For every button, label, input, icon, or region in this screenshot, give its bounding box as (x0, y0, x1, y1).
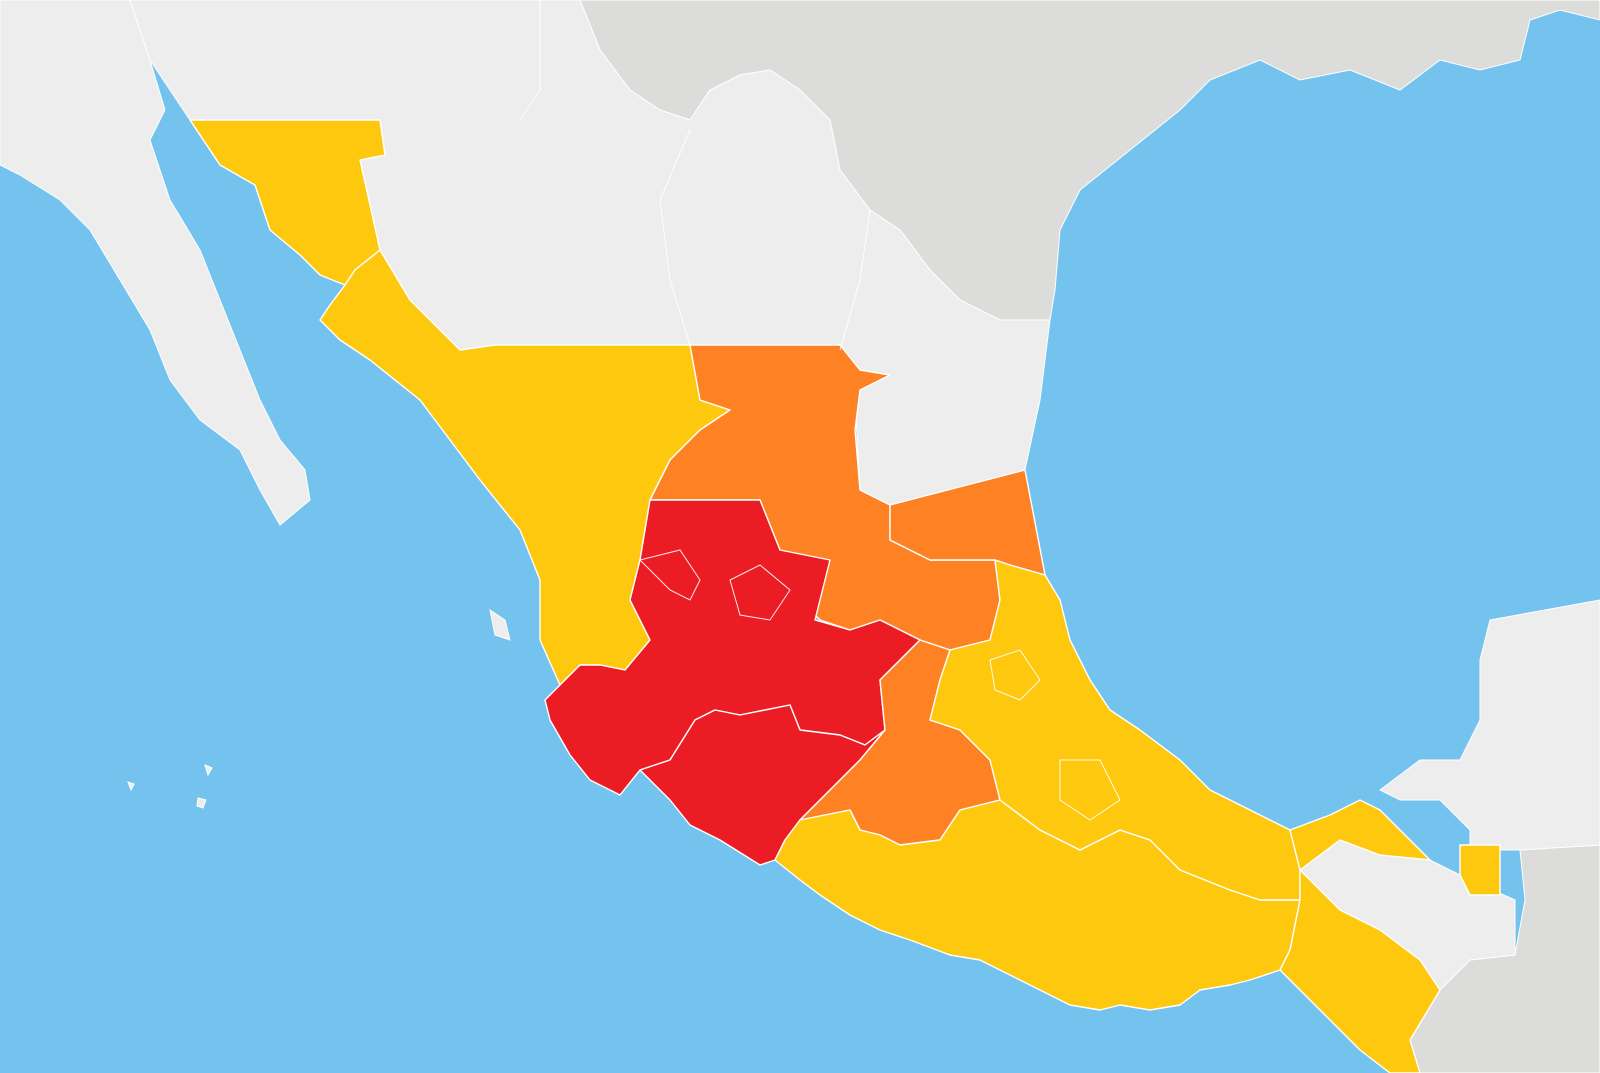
state-boundary-5 (519, 0, 541, 121)
state-boundary-6 (659, 129, 691, 346)
state-boundary-1 (639, 549, 701, 601)
island-socorro (196, 797, 207, 809)
state-boundary-2 (729, 564, 791, 621)
region-campeche-east[interactable] (1459, 844, 1501, 896)
baja-california (0, 0, 311, 526)
island-tres-marias (489, 608, 511, 641)
island-clarion (127, 781, 135, 792)
state-boundary-3 (989, 649, 1041, 701)
region-veracruz-puebla[interactable] (929, 559, 1301, 901)
state-boundary-7 (839, 209, 871, 351)
state-boundary-4 (1059, 759, 1121, 821)
yucatan-peninsula (1379, 599, 1600, 851)
island-revillagigedo (204, 764, 213, 777)
region-chiapas-tabasco[interactable] (1279, 799, 1441, 1073)
